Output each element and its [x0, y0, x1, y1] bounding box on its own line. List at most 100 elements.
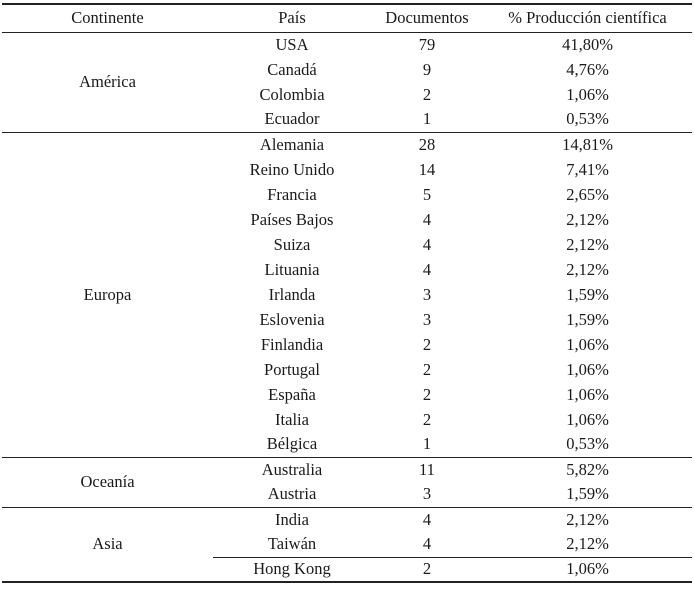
country-cell: Austria [213, 482, 371, 508]
percent-cell: 1,06% [566, 84, 609, 104]
table-row: Ecuador 1 0,53% [2, 107, 692, 133]
documents-cell: 3 [422, 284, 432, 304]
table-row: Francia 5 2,65% [2, 182, 692, 207]
continent-cell: Oceanía [2, 457, 213, 508]
country-cell: USA [275, 34, 309, 54]
percent-cell: 7,41% [566, 159, 609, 179]
percent-cell: 1,59% [483, 482, 692, 508]
documents-cell: 5 [422, 184, 432, 204]
percent-cell: 1,06% [566, 409, 609, 429]
col-header-documentos: Documentos [371, 4, 483, 33]
country-cell: Portugal [264, 359, 320, 379]
country-cell: Colombia [259, 84, 325, 104]
header-row: Continente País Documentos % Producción … [2, 4, 692, 33]
percent-cell: 1,59% [566, 309, 609, 329]
country-cell: India [275, 509, 309, 529]
table-row: Portugal 2 1,06% [2, 357, 692, 382]
percent-cell: 1,06% [483, 556, 692, 582]
percent-cell: 1,06% [566, 384, 609, 404]
country-cell: Eslovenia [259, 309, 325, 329]
percent-cell: 4,76% [566, 59, 609, 79]
country-cell: Francia [267, 184, 317, 204]
percent-cell: 1,59% [566, 284, 609, 304]
col-header-produccion: % Producción científica [483, 4, 692, 33]
table-row: Suiza 4 2,12% [2, 232, 692, 257]
table-row: Taiwán 4 2,12% [2, 532, 692, 557]
country-cell: Italia [275, 409, 309, 429]
percent-cell: 41,80% [562, 34, 613, 54]
documents-cell: 4 [422, 534, 432, 554]
table-row: España 2 1,06% [2, 382, 692, 407]
table-row: Oceanía Australia 11 5,82% [2, 457, 692, 508]
documents-cell: 79 [418, 34, 436, 54]
documents-cell: 2 [422, 84, 432, 104]
percent-cell: 14,81% [562, 134, 613, 154]
country-cell: Australia [261, 459, 323, 479]
country-cell: Suiza [273, 234, 311, 254]
table-row: Asia India 4 2,12% [2, 507, 692, 583]
country-cell: Taiwán [267, 534, 317, 554]
country-cell: Canadá [267, 59, 317, 79]
percent-cell: 0,53% [483, 107, 692, 133]
continent-cell: Europa [2, 132, 213, 458]
documents-cell: 4 [422, 509, 432, 529]
percent-cell: 2,12% [566, 234, 609, 254]
table-row: Europa Alemania 28 14,81% [2, 132, 692, 458]
country-cell: Bélgica [213, 432, 371, 458]
percent-cell: 1,06% [566, 359, 609, 379]
table-body: América USA 79 41,80% Canadá 9 4,76% Colombia 2 1… [2, 32, 692, 583]
documents-cell: 2 [422, 359, 432, 379]
col-header-pais: País [213, 4, 371, 33]
country-cell: Finlandia [260, 334, 324, 354]
documents-cell: 3 [422, 309, 432, 329]
table-row: Países Bajos 4 2,12% [2, 207, 692, 232]
documents-cell: 3 [371, 482, 483, 508]
percent-cell: 5,82% [566, 459, 609, 479]
table-row: América USA 79 41,80% [2, 32, 692, 133]
percent-cell: 2,12% [566, 209, 609, 229]
country-cell: Reino Unido [249, 159, 335, 179]
percent-cell: 2,12% [566, 509, 609, 529]
percent-cell: 2,12% [566, 259, 609, 279]
documents-cell: 2 [422, 409, 432, 429]
documents-cell: 9 [422, 59, 432, 79]
documents-cell: 4 [422, 209, 432, 229]
table-row: Austria 3 1,59% [2, 482, 692, 508]
table-row: Canadá 9 4,76% [2, 57, 692, 82]
country-cell: Ecuador [213, 107, 371, 133]
percent-cell: 2,65% [566, 184, 609, 204]
table-row: Lituania 4 2,12% [2, 257, 692, 282]
documents-cell: 4 [422, 234, 432, 254]
documents-cell: 2 [422, 334, 432, 354]
country-cell: Irlanda [268, 284, 316, 304]
documents-cell: 2 [371, 556, 483, 582]
percent-cell: 1,06% [566, 334, 609, 354]
col-header-continente: Continente [2, 4, 213, 33]
table-header: Continente País Documentos % Producción … [2, 4, 692, 33]
country-cell: España [268, 384, 316, 404]
documents-cell: 4 [422, 259, 432, 279]
table-row: Finlandia 2 1,06% [2, 332, 692, 357]
table-row: Bélgica 1 0,53% [2, 432, 692, 458]
documents-cell: 11 [419, 459, 435, 479]
table-row: Reino Unido 14 7,41% [2, 157, 692, 182]
percent-cell: 0,53% [483, 432, 692, 458]
percent-cell: 2,12% [566, 534, 609, 554]
table-row: Irlanda 3 1,59% [2, 282, 692, 307]
country-cell: Lituania [264, 259, 320, 279]
table-row: Colombia 2 1,06% [2, 82, 692, 107]
table-row: Italia 2 1,06% [2, 407, 692, 432]
continent-cell: América [2, 32, 213, 133]
country-cell: Alemania [259, 134, 325, 154]
production-table: Continente País Documentos % Producción … [2, 3, 692, 583]
documents-cell: 2 [422, 384, 432, 404]
continent-cell: Asia [2, 507, 213, 583]
table-row: Eslovenia 3 1,59% [2, 307, 692, 332]
documents-cell: 1 [371, 107, 483, 133]
country-cell: Hong Kong [213, 556, 371, 582]
country-cell: Países Bajos [250, 209, 334, 229]
documents-cell: 28 [418, 134, 436, 154]
documents-cell: 1 [371, 432, 483, 458]
documents-cell: 14 [418, 159, 436, 179]
